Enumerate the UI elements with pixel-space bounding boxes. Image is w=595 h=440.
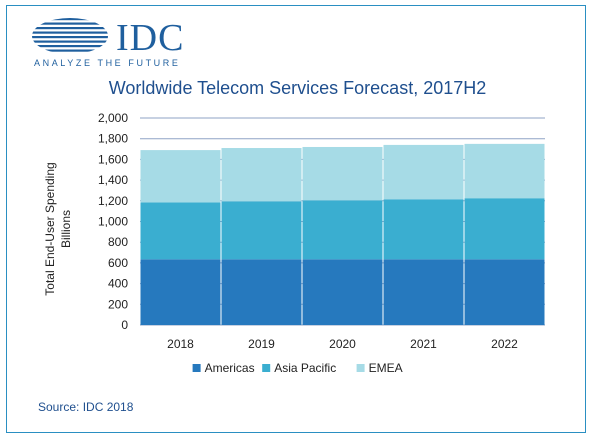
x-tick-label: 2019	[248, 337, 275, 351]
legend-swatch	[262, 364, 271, 372]
y-tick-label: 1,600	[98, 152, 128, 166]
bar-emea-2019	[221, 148, 302, 202]
legend: Americas Asia Pacific EMEA	[192, 361, 403, 375]
chart-title: Worldwide Telecom Services Forecast, 201…	[108, 78, 487, 98]
y-tick-label: 1,200	[98, 194, 128, 208]
bar-emea-2021	[383, 144, 464, 200]
bar-americas-2020	[302, 259, 383, 325]
y-tick-labels: 0 200 400 600 800 1,000 1,200 1,400 1,600 1,800 2,…	[98, 111, 128, 332]
x-tick-labels: 2018 2019 2020 2021 2022	[167, 337, 518, 351]
legend-label: EMEA	[369, 361, 403, 375]
legend-label: Americas	[205, 361, 255, 375]
x-tick-label: 2020	[329, 337, 356, 351]
source-note: Source: IDC 2018	[38, 400, 134, 414]
idc-logo: IDC ANALYZE THE FUTURE	[30, 14, 200, 74]
y-tick-label: 1,400	[98, 173, 128, 187]
bar-americas-2019	[221, 259, 302, 325]
y-tick-label: 2,000	[98, 111, 128, 125]
y-tick-label: 600	[108, 256, 128, 270]
legend-swatch	[356, 364, 365, 372]
x-tick-label: 2021	[410, 337, 437, 351]
y-tick-label: 400	[108, 277, 128, 291]
logo-wordmark: IDC	[116, 17, 185, 59]
y-tick-label: 1,800	[98, 132, 128, 146]
bar-asia-pacific-2022	[464, 198, 545, 260]
globe-icon	[32, 18, 108, 52]
bar-asia-pacific-2018	[140, 202, 221, 260]
bar-emea-2020	[302, 146, 383, 201]
y-tick-label: 800	[108, 235, 128, 249]
y-tick-label: 1,000	[98, 215, 128, 229]
legend-label: Asia Pacific	[274, 361, 336, 375]
x-tick-label: 2022	[491, 337, 518, 351]
bar-asia-pacific-2021	[383, 199, 464, 260]
bar-americas-2021	[383, 259, 464, 325]
bar-emea-2022	[464, 143, 545, 199]
x-tick-label: 2018	[167, 337, 194, 351]
bar-emea-2018	[140, 150, 221, 203]
bars	[140, 143, 545, 325]
y-tick-label: 0	[121, 318, 128, 332]
y-tick-label: 200	[108, 297, 128, 311]
logo-tagline: ANALYZE THE FUTURE	[34, 58, 181, 68]
bar-asia-pacific-2019	[221, 201, 302, 260]
bar-americas-2022	[464, 259, 545, 325]
bar-americas-2018	[140, 259, 221, 325]
legend-swatch	[192, 364, 201, 372]
bar-asia-pacific-2020	[302, 200, 383, 260]
